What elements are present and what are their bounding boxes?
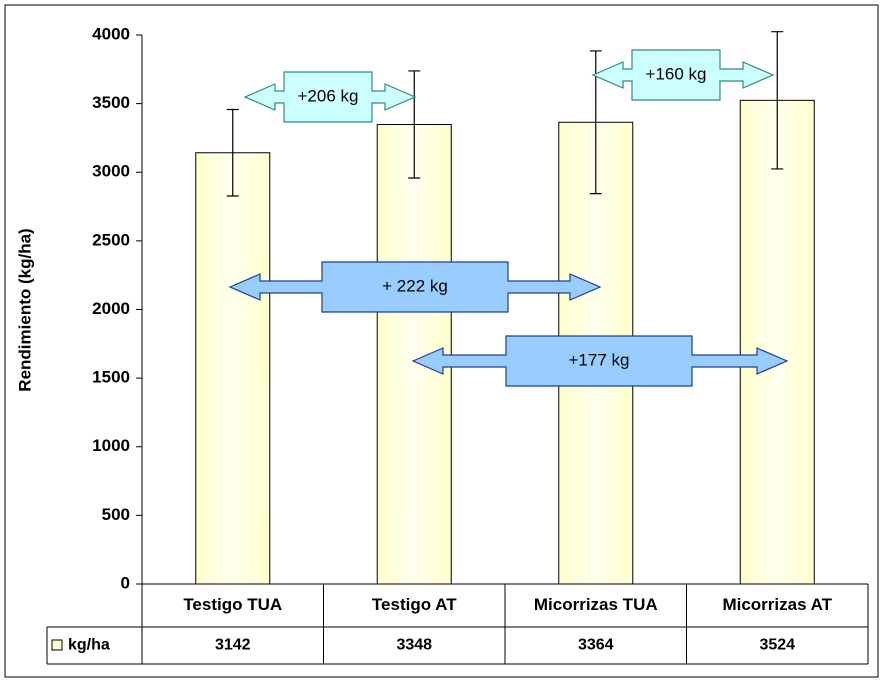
error-bar xyxy=(771,31,784,170)
table-value: 3364 xyxy=(578,637,614,654)
x-tick-label: Testigo TUA xyxy=(183,595,282,614)
legend-label: kg/ha xyxy=(68,637,110,654)
annotation-arrow xyxy=(411,335,789,387)
table-value: 3142 xyxy=(215,637,251,654)
bar xyxy=(739,99,815,585)
y-tick-label: 4000 xyxy=(92,24,130,43)
annotation-label: +160 kg xyxy=(646,64,707,83)
y-tick-label: 1000 xyxy=(92,436,130,455)
y-tick-label: 2000 xyxy=(92,299,130,318)
y-tick-label: 3500 xyxy=(92,93,130,112)
x-tick-label: Testigo AT xyxy=(372,595,457,614)
annotation-label: +206 kg xyxy=(298,86,359,105)
y-tick-label: 0 xyxy=(121,573,130,592)
error-bar xyxy=(226,108,239,197)
x-tick-label: Micorrizas TUA xyxy=(534,595,658,614)
table-value: 3524 xyxy=(759,637,795,654)
annotation-arrow xyxy=(591,49,775,101)
legend-swatch xyxy=(51,639,63,651)
error-bar xyxy=(408,70,421,179)
y-tick-label: 2500 xyxy=(92,230,130,249)
y-tick-label: 3000 xyxy=(92,162,130,181)
annotation-arrow xyxy=(243,71,417,123)
y-axis-title: Rendimiento (kg/ha) xyxy=(15,228,34,391)
annotation-label: + 222 kg xyxy=(382,276,448,295)
annotation-label: +177 kg xyxy=(569,350,630,369)
annotation-arrow xyxy=(228,261,602,313)
bar xyxy=(195,152,271,585)
x-tick-label: Micorrizas AT xyxy=(722,595,832,614)
y-tick-label: 500 xyxy=(102,505,130,524)
table-value: 3348 xyxy=(396,637,432,654)
y-tick-label: 1500 xyxy=(92,368,130,387)
